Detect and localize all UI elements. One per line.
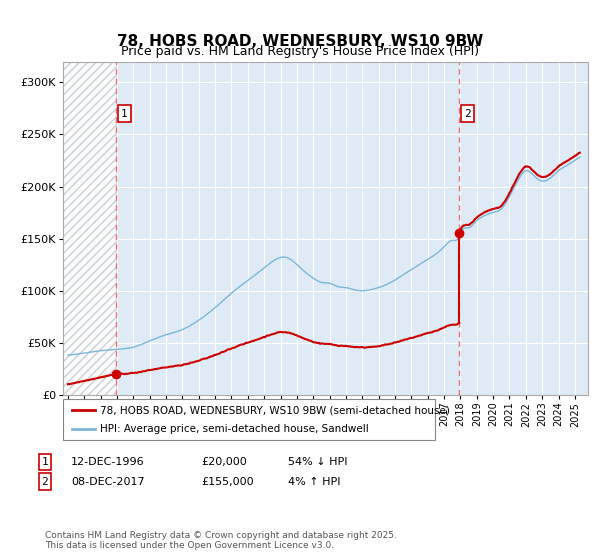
Text: 4% ↑ HPI: 4% ↑ HPI [288,477,341,487]
Text: £20,000: £20,000 [201,457,247,467]
Text: Contains HM Land Registry data © Crown copyright and database right 2025.
This d: Contains HM Land Registry data © Crown c… [45,530,397,550]
Text: 1: 1 [121,109,128,119]
Text: 2: 2 [41,477,49,487]
Text: 12-DEC-1996: 12-DEC-1996 [71,457,145,467]
Text: 1: 1 [41,457,49,467]
Text: 08-DEC-2017: 08-DEC-2017 [71,477,145,487]
Text: HPI: Average price, semi-detached house, Sandwell: HPI: Average price, semi-detached house,… [100,424,369,433]
Text: 78, HOBS ROAD, WEDNESBURY, WS10 9BW: 78, HOBS ROAD, WEDNESBURY, WS10 9BW [117,34,483,49]
Text: 78, HOBS ROAD, WEDNESBURY, WS10 9BW (semi-detached house): 78, HOBS ROAD, WEDNESBURY, WS10 9BW (sem… [100,405,450,415]
Text: 54% ↓ HPI: 54% ↓ HPI [288,457,347,467]
FancyBboxPatch shape [63,399,435,440]
Text: 2: 2 [464,109,471,119]
Text: Price paid vs. HM Land Registry's House Price Index (HPI): Price paid vs. HM Land Registry's House … [121,45,479,58]
Text: £155,000: £155,000 [201,477,254,487]
